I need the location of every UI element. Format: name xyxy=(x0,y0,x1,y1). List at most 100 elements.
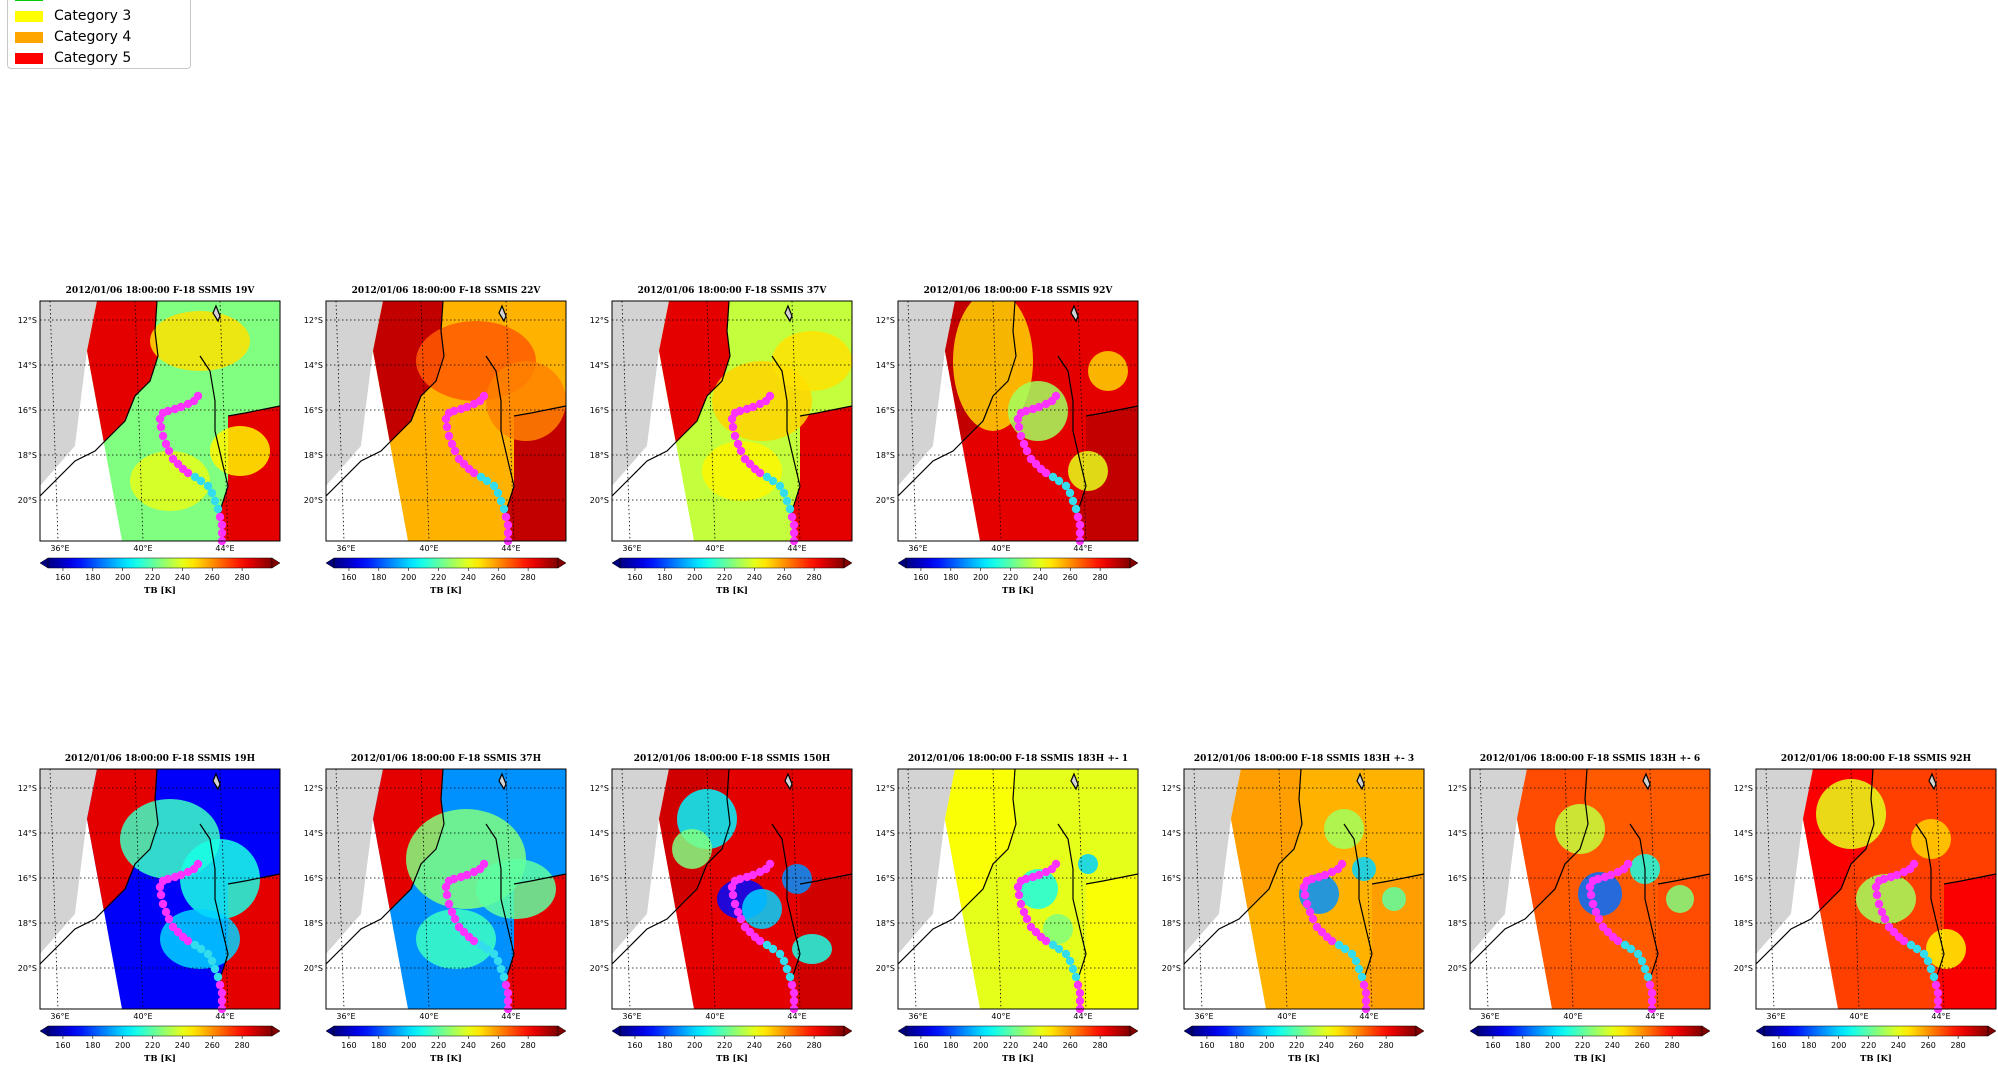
map-panel-h183c: 2012/01/06 18:00:00 F-18 SSMIS 183H +- 6… xyxy=(1448,750,1748,1070)
colorbar-tick-label: 220 xyxy=(145,573,160,582)
colorbar-tick-label: 220 xyxy=(431,1041,446,1050)
track-point xyxy=(161,439,171,449)
lat-tick-label: 20°S xyxy=(876,964,895,973)
map-area xyxy=(611,300,853,546)
graticule xyxy=(1756,768,1996,1010)
lon-tick-label: 44°E xyxy=(215,1012,234,1021)
legend-label-category-4: Category 4 xyxy=(54,29,132,45)
storm-track xyxy=(727,859,799,1014)
lat-tick-label: 14°S xyxy=(18,829,37,838)
colorbar-label: TB [K] xyxy=(716,1054,748,1064)
colorbar-tick-label: 260 xyxy=(1921,1041,1936,1050)
panel-title: 2012/01/06 18:00:00 F-18 SSMIS 37V xyxy=(638,286,828,296)
track-point xyxy=(450,446,460,456)
map-frame xyxy=(611,768,853,1010)
colorbar-tick-label: 160 xyxy=(341,573,356,582)
lon-tick-label: 40°E xyxy=(1277,1012,1296,1021)
lat-tick-label: 20°S xyxy=(876,496,895,505)
lon-tick-label: 40°E xyxy=(705,544,724,553)
track-point xyxy=(203,949,213,959)
map-area xyxy=(1755,768,1997,1014)
track-point xyxy=(1588,899,1598,909)
track-point xyxy=(727,414,737,424)
tb-field xyxy=(1231,769,1424,1009)
colorbar-tick-label: 240 xyxy=(1033,573,1048,582)
track-point xyxy=(1637,956,1647,966)
track-point xyxy=(447,907,457,917)
lat-tick-label: 20°S xyxy=(1448,964,1467,973)
lon-tick-label: 44°E xyxy=(215,544,234,553)
colorbar-label: TB [K] xyxy=(716,586,748,596)
colorbar-tick-label: 240 xyxy=(175,1041,190,1050)
map-frame xyxy=(611,300,853,542)
map-area xyxy=(39,300,281,546)
tb-feature xyxy=(1324,809,1364,849)
tb-field xyxy=(373,301,566,541)
map-area xyxy=(1469,768,1711,1014)
track-point xyxy=(768,944,778,954)
tb-field xyxy=(1803,769,1996,1009)
colorbar-tick-label: 260 xyxy=(1349,1041,1364,1050)
track-point xyxy=(183,399,193,409)
graticule xyxy=(898,300,1138,542)
track-point xyxy=(196,944,206,954)
track-point xyxy=(1613,867,1623,877)
track-point xyxy=(493,956,503,966)
lon-tick-label: 40°E xyxy=(991,1012,1010,1021)
track-point xyxy=(1327,936,1337,946)
tb-feature xyxy=(486,361,566,441)
track-point xyxy=(1645,980,1655,990)
track-point xyxy=(1874,899,1884,909)
graticule xyxy=(612,768,852,1010)
track-point xyxy=(1886,872,1896,882)
colorbar-label: TB [K] xyxy=(430,586,462,596)
track-point xyxy=(1880,914,1890,924)
colorbar: 160 180 200 220 240 260 280 TB [K] xyxy=(325,557,567,596)
track-point xyxy=(1019,439,1029,449)
track-point xyxy=(1075,988,1085,998)
track-point xyxy=(775,481,785,491)
track-point xyxy=(1048,472,1058,482)
colorbar-tick-label: 220 xyxy=(145,1041,160,1050)
map-panel-v22: 2012/01/06 18:00:00 F-18 SSMIS 22V 12°S 14… xyxy=(304,282,604,602)
track-point xyxy=(1075,520,1085,530)
track-point xyxy=(1068,964,1078,974)
storm-track xyxy=(1299,859,1371,1014)
map-svg: 2012/01/06 18:00:00 F-18 SSMIS 92H 12°S 14… xyxy=(1734,754,1997,1064)
map-panel-v92: 2012/01/06 18:00:00 F-18 SSMIS 92V 12°S 14… xyxy=(876,282,1176,602)
colorbar: 160 180 200 220 240 260 280 TB [K] xyxy=(897,1025,1139,1064)
map-frame xyxy=(325,768,567,1010)
track-point xyxy=(207,488,217,498)
legend-swatch xyxy=(15,0,43,1)
storm-track xyxy=(155,391,227,546)
track-point xyxy=(170,404,180,414)
colorbar-tick-label: 180 xyxy=(1801,1041,1816,1050)
track-point xyxy=(501,512,511,522)
track-point xyxy=(1640,964,1650,974)
map-panel-h183b: 2012/01/06 18:00:00 F-18 SSMIS 183H +- 3… xyxy=(1162,750,1462,1070)
track-point xyxy=(779,956,789,966)
track-point xyxy=(733,907,743,917)
track-point xyxy=(183,936,193,946)
lat-tick-label: 12°S xyxy=(304,784,323,793)
track-point xyxy=(1613,936,1623,946)
track-point xyxy=(1933,996,1943,1006)
tb-field xyxy=(945,301,1138,541)
tb-feature xyxy=(792,934,832,964)
colorbar-tick-label: 180 xyxy=(1229,1041,1244,1050)
colorbar-tick-label: 220 xyxy=(1575,1041,1590,1050)
track-point xyxy=(161,907,171,917)
lon-tick-label: 40°E xyxy=(705,1012,724,1021)
colorbar-tick-label: 260 xyxy=(1635,1041,1650,1050)
graticule xyxy=(326,768,566,1010)
map-svg: 2012/01/06 18:00:00 F-18 SSMIS 37V 12°S 14… xyxy=(590,286,853,596)
track-point xyxy=(1327,867,1337,877)
colorbar-tick-label: 180 xyxy=(85,1041,100,1050)
colorbar-tick-label: 160 xyxy=(1771,1041,1786,1050)
map-panel-h19: 2012/01/06 18:00:00 F-18 SSMIS 19H 12°S 14… xyxy=(18,750,318,1070)
track-point xyxy=(1075,528,1085,538)
tb-feature xyxy=(180,839,260,919)
colorbar-tick-label: 220 xyxy=(717,1041,732,1050)
lon-tick-label: 36°E xyxy=(1480,1012,1499,1021)
colorbar: 160 180 200 220 240 260 280 TB [K] xyxy=(897,557,1139,596)
